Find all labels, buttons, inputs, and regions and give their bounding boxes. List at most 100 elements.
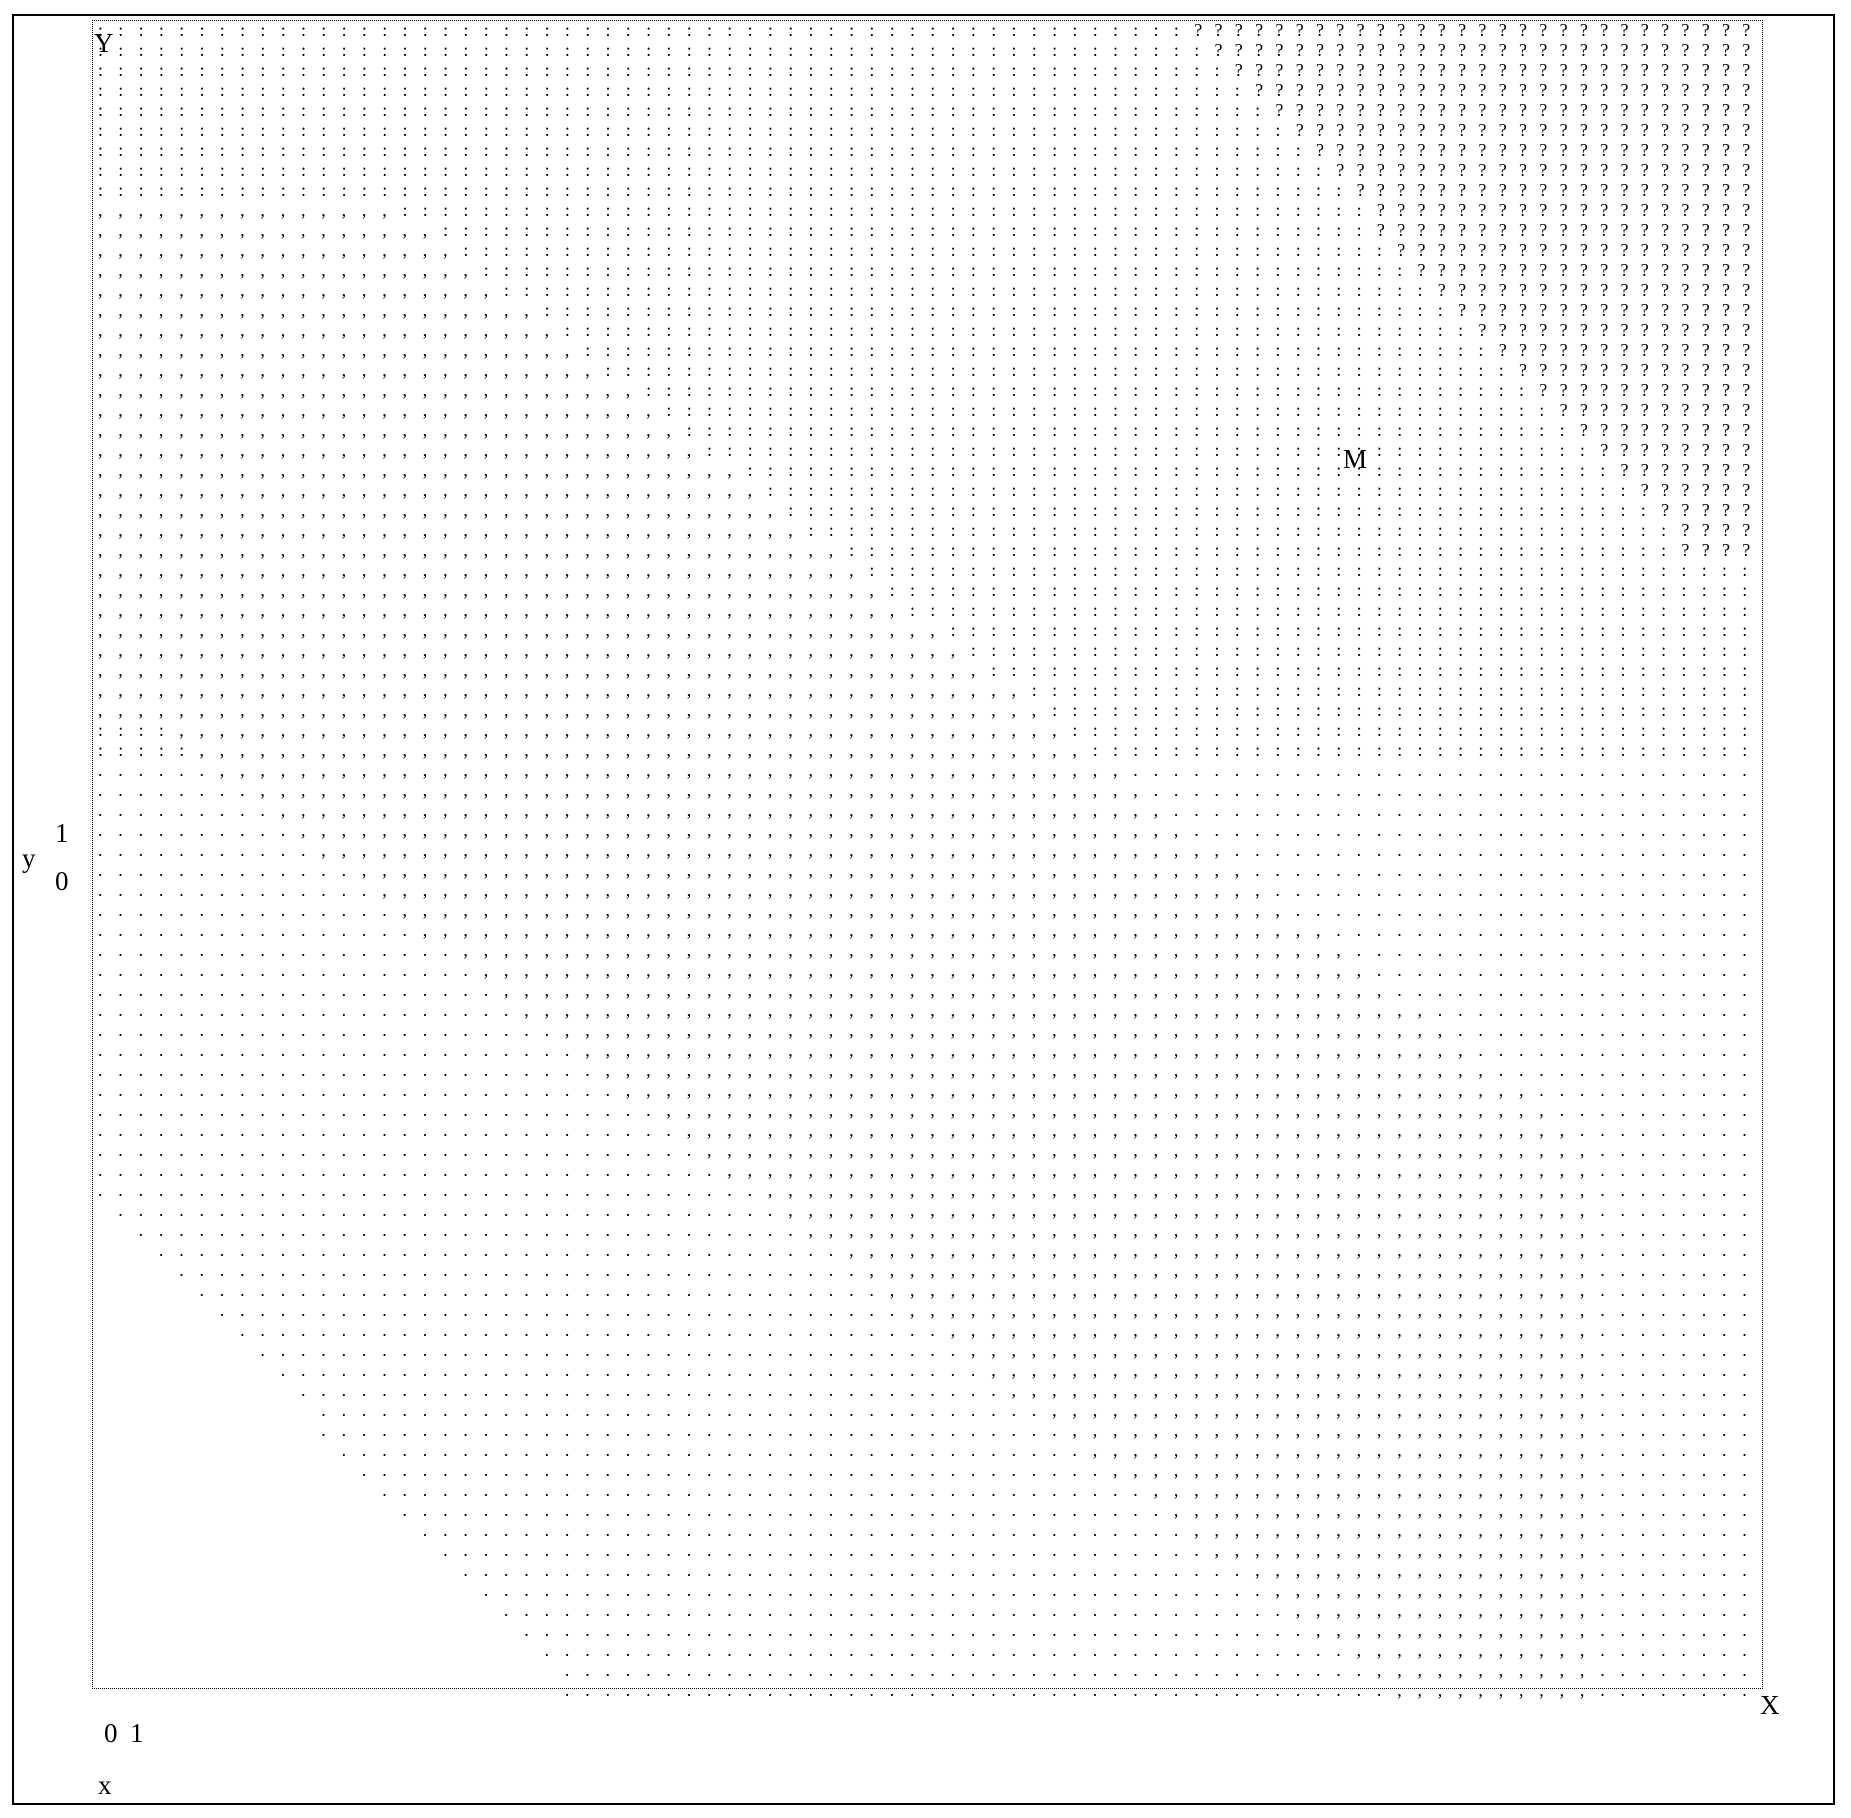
grid-comma: , [1215,900,1220,920]
grid-period: . [1681,860,1686,880]
grid-query: ? [1580,240,1588,260]
grid-period: . [1560,860,1565,880]
grid-comma: , [788,1020,793,1040]
grid-comma: , [443,420,448,440]
grid-comma: , [951,1060,956,1080]
grid-period: . [342,1120,347,1140]
grid-comma: , [98,660,103,680]
grid-colon: : [1275,220,1280,240]
grid-comma: , [321,440,326,460]
grid-colon: : [971,600,976,620]
grid-comma: , [565,400,570,420]
grid-comma: , [301,600,306,620]
grid-comma: , [809,1040,814,1060]
grid-comma: , [666,420,671,440]
grid-colon: : [98,140,103,160]
grid-colon: : [443,80,448,100]
grid-query: ? [1357,40,1365,60]
grid-query: ? [1641,140,1649,160]
grid-comma: , [342,780,347,800]
grid-comma: , [1235,980,1240,1000]
grid-query: ? [1621,180,1629,200]
grid-period: . [463,1020,468,1040]
grid-comma: , [484,680,489,700]
grid-comma: , [382,280,387,300]
grid-comma: , [1113,1020,1118,1040]
grid-comma: , [159,660,164,680]
grid-comma: , [1255,1000,1260,1020]
grid-colon: : [1377,740,1382,760]
grid-comma: , [118,220,123,240]
grid-colon: : [1397,380,1402,400]
grid-comma: , [809,780,814,800]
grid-colon: : [1052,560,1057,580]
grid-colon: : [606,320,611,340]
grid-comma: , [443,800,448,820]
grid-period: . [1357,820,1362,840]
grid-colon: : [281,60,286,80]
grid-comma: , [1072,940,1077,960]
grid-colon: : [1133,420,1138,440]
grid-period: . [1499,860,1504,880]
grid-comma: , [524,420,529,440]
grid-comma: , [301,240,306,260]
grid-comma: , [930,1100,935,1120]
grid-colon: : [321,100,326,120]
grid-colon: : [423,140,428,160]
grid-comma: , [118,520,123,540]
grid-colon: : [890,20,895,40]
grid-colon: : [1113,500,1118,520]
grid-comma: , [403,720,408,740]
grid-period: . [1681,940,1686,960]
grid-comma: , [382,700,387,720]
grid-query: ? [1519,320,1527,340]
grid-query: ? [1621,360,1629,380]
grid-colon: : [930,400,935,420]
grid-comma: , [200,700,205,720]
grid-comma: , [362,260,367,280]
grid-period: . [1661,1060,1666,1080]
grid-comma: , [707,660,712,680]
grid-period: . [1580,1000,1585,1020]
grid-colon: : [1357,700,1362,720]
grid-colon: : [1093,320,1098,340]
grid-comma: , [890,760,895,780]
grid-comma: , [281,680,286,700]
grid-period: . [504,1100,509,1120]
grid-comma: , [606,920,611,940]
grid-comma: , [687,680,692,700]
grid-comma: , [200,620,205,640]
grid-comma: , [545,800,550,820]
grid-comma: , [991,960,996,980]
grid-colon: : [1194,260,1199,280]
grid-period: . [362,1140,367,1160]
grid-colon: : [1499,520,1504,540]
grid-comma: , [1316,1120,1321,1140]
grid-query: ? [1600,220,1608,240]
grid-comma: , [626,480,631,500]
grid-comma: , [1113,900,1118,920]
grid-comma: , [443,700,448,720]
grid-colon: : [1539,680,1544,700]
grid-colon: : [1661,660,1666,680]
grid-comma: , [727,480,732,500]
grid-comma: , [910,1140,915,1160]
grid-comma: , [1519,1200,1524,1220]
grid-colon: : [1052,360,1057,380]
grid-period: . [159,1140,164,1160]
grid-comma: , [585,780,590,800]
grid-query: ? [1600,160,1608,180]
grid-comma: , [321,620,326,640]
grid-colon: : [1316,480,1321,500]
grid-colon: : [301,120,306,140]
grid-query: ? [1560,80,1568,100]
grid-comma: , [220,380,225,400]
grid-colon: : [1377,300,1382,320]
grid-colon: : [1215,700,1220,720]
grid-colon: : [1560,600,1565,620]
grid-comma: , [504,920,509,940]
grid-comma: , [342,260,347,280]
grid-query: ? [1458,60,1466,80]
grid-comma: , [382,580,387,600]
grid-query: ? [1539,60,1547,80]
